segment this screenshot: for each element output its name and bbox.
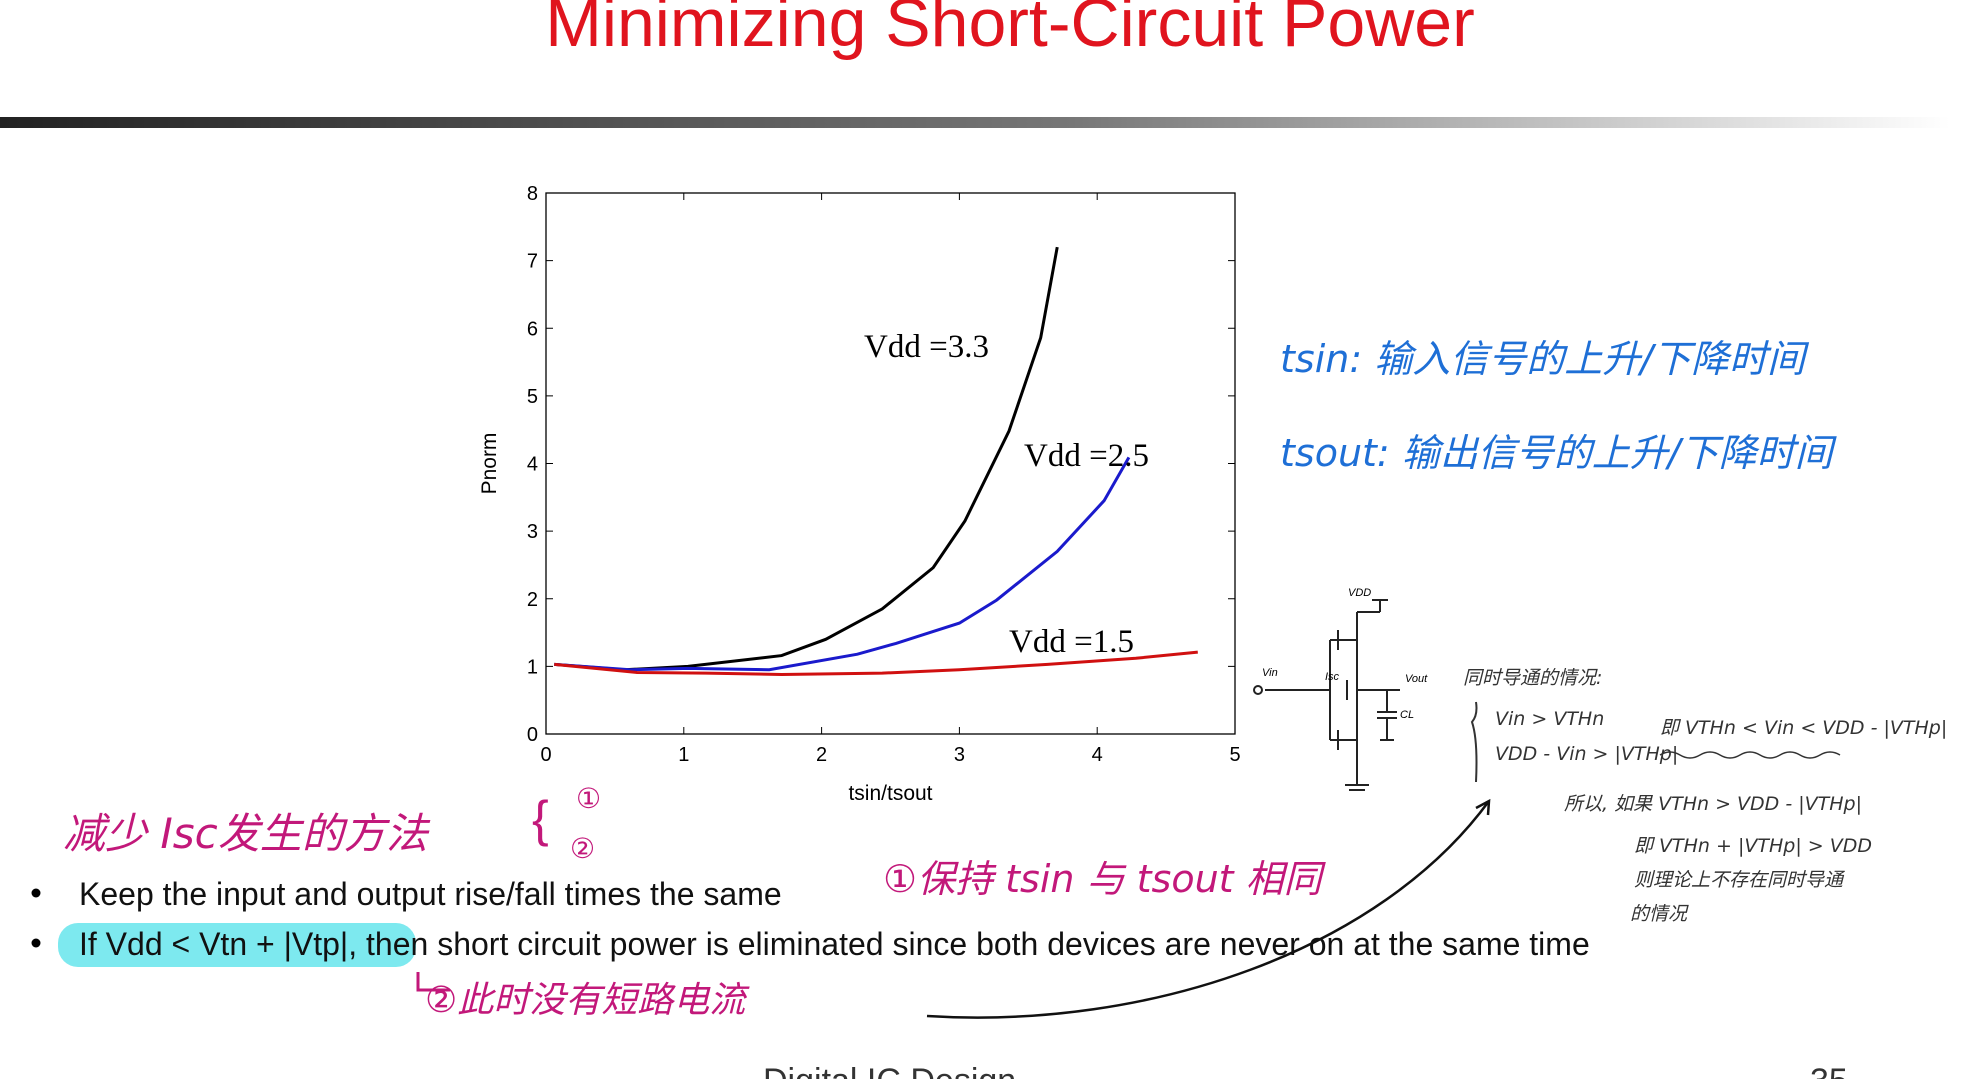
circle-mark: ②: [570, 833, 595, 864]
note: 所以, 如果 VTHn > VDD - |VTHp|: [1564, 793, 1862, 815]
note-magenta: ①保持 tsin 与 tsout 相同: [883, 857, 1327, 901]
wavy-underline: [1659, 751, 1841, 759]
arrow-head: [1475, 798, 1491, 816]
circuit-label: Vout: [1405, 673, 1428, 685]
note: 即 VTHn < Vin < VDD - |VTHp|: [1660, 717, 1947, 739]
note: 的情况: [1630, 903, 1689, 925]
y-tick-label: 5: [527, 386, 538, 408]
slide-title: Minimizing Short-Circuit Power: [545, 0, 1475, 61]
y-tick-label: 6: [527, 318, 538, 340]
hook-arrow: [416, 972, 450, 992]
note-tsin: tsin: 输入信号的上升/下降时间: [1280, 337, 1810, 381]
bullet-dot: [31, 938, 41, 948]
highlight: [58, 923, 416, 967]
circuit-label: VDD: [1348, 587, 1371, 599]
bullet-text: Keep the input and output rise/fall time…: [79, 876, 782, 912]
x-tick-label: 3: [954, 744, 965, 766]
circuit-label: Vin: [1262, 667, 1278, 679]
y-tick-label: 3: [527, 521, 538, 543]
note: 同时导通的情况:: [1463, 667, 1602, 689]
y-tick-label: 1: [527, 656, 538, 678]
bullet-highlight: If Vdd < Vtn + |Vtp|,: [79, 926, 357, 962]
note-heading: 减少 Isc发生的方法: [63, 809, 431, 858]
title-bar: [0, 117, 1950, 128]
bullet-dot: [31, 888, 41, 898]
bullet-rest: then short circuit power is eliminated s…: [366, 926, 1590, 962]
y-tick-label: 7: [527, 251, 538, 273]
brace-mark: {: [532, 791, 549, 847]
circuit-label: Isc: [1325, 671, 1340, 683]
arrow: [926, 800, 1491, 1019]
data-line: [554, 456, 1131, 672]
circuit-label: CL: [1400, 709, 1414, 721]
brace: [1470, 701, 1478, 783]
x-tick-label: 4: [1092, 744, 1103, 766]
circuit-diagram: [1253, 599, 1400, 791]
note: Vin > VTHn: [1495, 708, 1604, 730]
circle-mark: ①: [576, 783, 601, 814]
y-axis-label: Pnorm: [478, 433, 501, 495]
x-tick-label: 0: [540, 744, 551, 766]
note: VDD - Vin > |VTHp|: [1495, 743, 1678, 765]
series-label: Vdd =2.5: [1024, 438, 1149, 474]
y-tick-label: 0: [527, 724, 538, 746]
note-magenta: ②此时没有短路电流: [425, 980, 750, 1021]
data-line: [554, 650, 1198, 676]
series-label: Vdd =1.5: [1009, 624, 1134, 660]
page-number: 35: [1810, 1062, 1848, 1079]
bullet-text: If Vdd < Vtn + |Vtp|, then short circuit…: [79, 926, 1590, 962]
series-label: Vdd =3.3: [864, 329, 989, 365]
x-tick-label: 2: [816, 744, 827, 766]
x-tick-label: 5: [1229, 744, 1240, 766]
x-axis-label: tsin/tsout: [848, 782, 932, 805]
x-tick-label: 1: [678, 744, 689, 766]
y-tick-label: 2: [527, 589, 538, 611]
note: 即 VTHn + |VTHp| > VDD: [1634, 835, 1872, 857]
y-tick-label: 4: [527, 454, 538, 476]
footer: Digital IC Design: [763, 1062, 1016, 1079]
note-tsout: tsout: 输出信号的上升/下降时间: [1280, 431, 1838, 475]
note: 则理论上不存在同时导通: [1634, 869, 1846, 891]
chart: 0 1 2 3 4 5 0 1 2 3 4 5 6 7 8 tsin/tsout Pnorm Vdd =3.3 Vd…: [478, 183, 1241, 805]
y-tick-label: 8: [527, 183, 538, 205]
